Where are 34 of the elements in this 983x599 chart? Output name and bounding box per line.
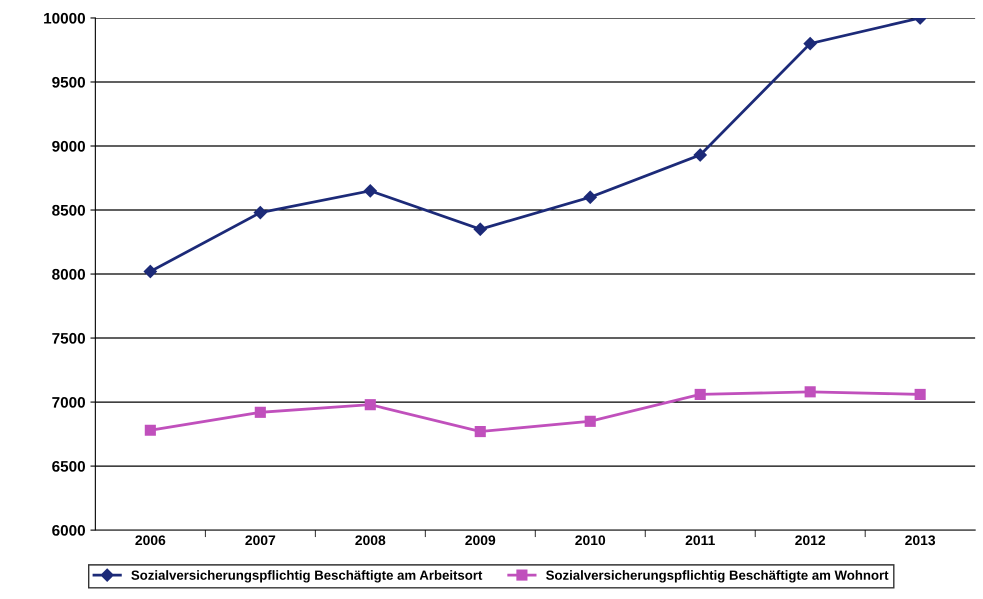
legend-label: Sozialversicherungspflichtig Beschäftigte am Arbeitsort xyxy=(131,570,482,583)
y-tick-label: 8000 xyxy=(52,268,86,280)
point xyxy=(254,206,267,220)
y-tick-label: 7000 xyxy=(52,396,86,408)
point xyxy=(584,416,596,427)
x-tick-label: 2013 xyxy=(905,535,936,546)
legend-label: Sozialversicherungspflichtig Beschäftigte am Wohnort xyxy=(546,570,888,583)
y-tick-label: 10000 xyxy=(44,12,86,24)
x-tick-label: 2008 xyxy=(355,535,386,546)
point xyxy=(474,426,486,438)
x-tick-label: 2010 xyxy=(575,535,606,546)
x-tick-label: 2012 xyxy=(795,535,826,546)
x-tick-label: 2011 xyxy=(686,535,715,546)
y-tick-label: 9000 xyxy=(52,140,86,152)
y-tick-label: 7500 xyxy=(52,332,86,344)
point xyxy=(914,388,926,400)
x-tick-label: 2007 xyxy=(245,535,276,546)
point xyxy=(364,184,377,198)
y-tick-label: 9500 xyxy=(52,76,86,88)
point xyxy=(804,386,816,398)
point xyxy=(364,399,376,410)
point xyxy=(254,406,266,418)
y-tick-label: 8500 xyxy=(52,204,86,216)
point xyxy=(474,222,487,236)
y-tick-label: 6000 xyxy=(52,524,86,536)
point xyxy=(584,190,597,204)
point xyxy=(804,36,817,50)
point xyxy=(144,264,157,278)
y-tick-label: 6500 xyxy=(52,460,86,472)
point xyxy=(694,388,706,400)
point xyxy=(694,148,707,162)
x-tick-label: 2009 xyxy=(465,535,496,546)
point xyxy=(144,424,156,436)
x-tick-label: 2006 xyxy=(135,535,166,546)
